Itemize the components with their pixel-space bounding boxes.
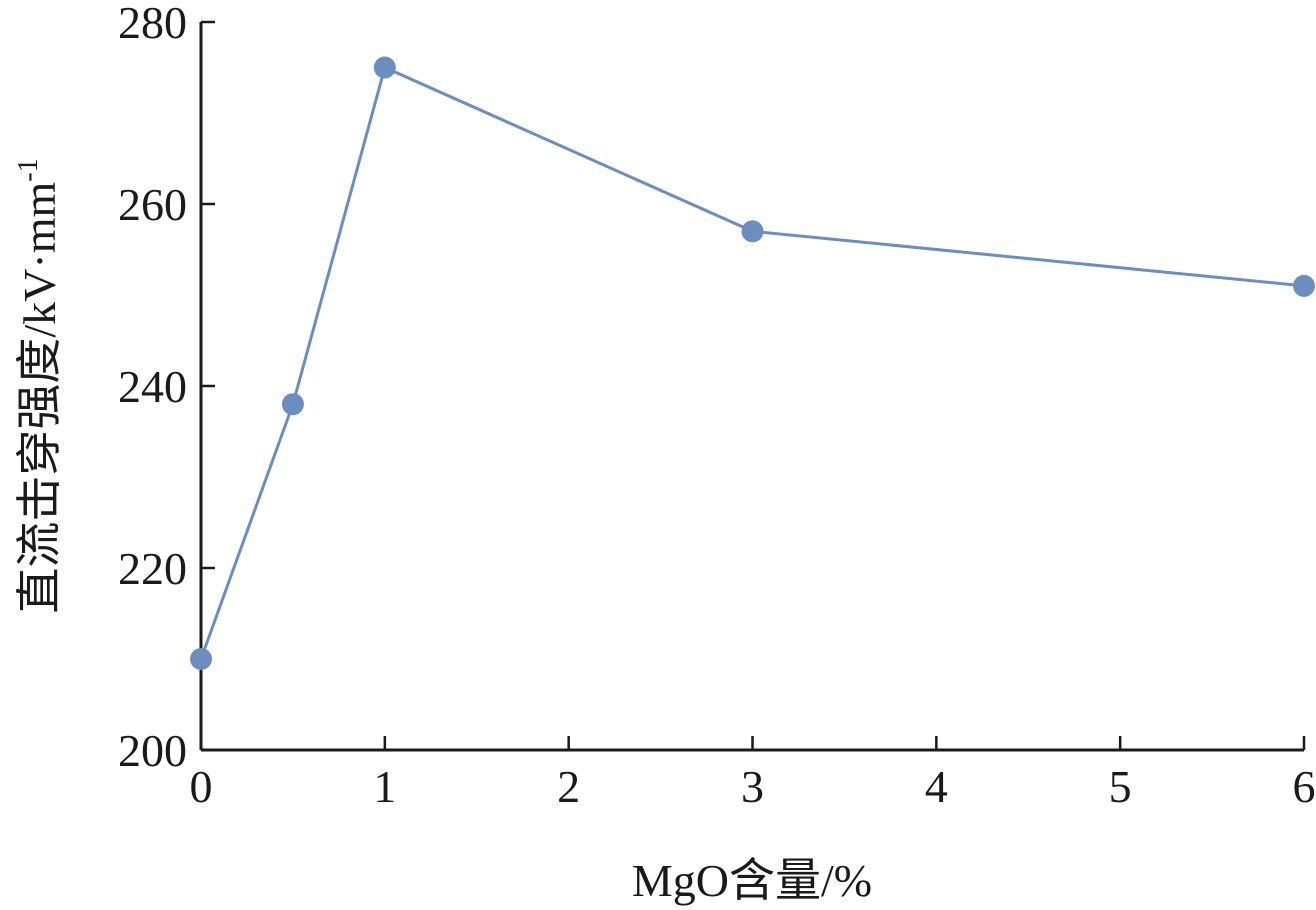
x-tick-label: 6	[1293, 761, 1316, 812]
x-tick-label: 5	[1109, 761, 1132, 812]
series-line	[199, 65, 1305, 660]
x-tick-label: 0	[190, 761, 213, 812]
data-point	[1293, 274, 1315, 297]
y-axis-title: 直流击穿强度/kV·mm-1	[13, 158, 65, 613]
y-tick-label: 220	[118, 543, 187, 594]
x-tick-label: 1	[373, 761, 396, 812]
y-tick-label: 200	[118, 725, 187, 776]
x-tick-label: 4	[925, 761, 948, 812]
x-tick-label: 2	[557, 761, 580, 812]
data-point	[190, 648, 212, 670]
ticks: 0 1 2 3 4 5 6 200 220 240 260 280	[118, 0, 1316, 812]
x-axis-title: MgO含量/%	[632, 855, 872, 906]
y-tick-label: 260	[118, 179, 187, 230]
data-point	[741, 220, 764, 243]
y-axis-title-superscript: -1	[13, 158, 44, 181]
y-tick-label: 240	[118, 361, 187, 412]
data-point	[373, 56, 396, 79]
data-point	[281, 393, 304, 416]
y-tick-label: 280	[118, 0, 187, 48]
series	[190, 56, 1315, 670]
x-tick-label: 3	[741, 761, 764, 812]
y-axis-title-main: 直流击穿强度/kV·mm	[14, 182, 65, 614]
